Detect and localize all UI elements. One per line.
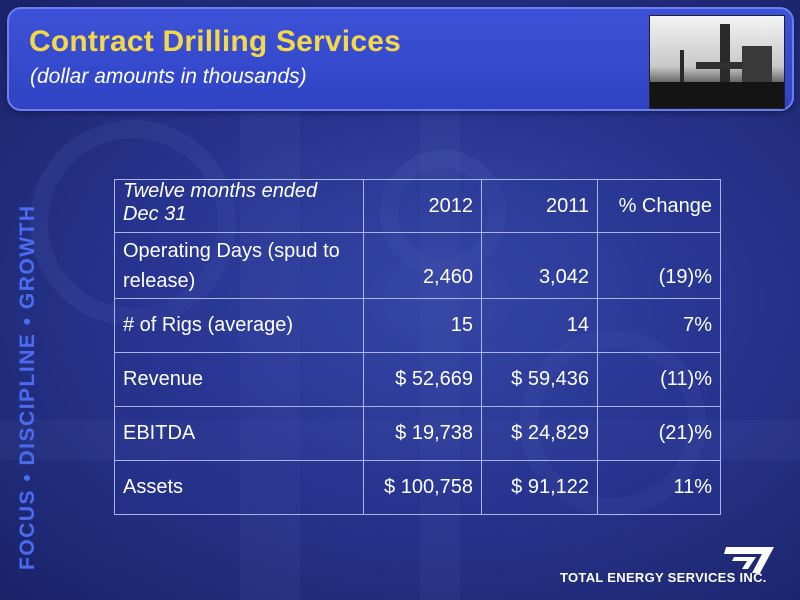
table-header-row: Twelve months ended Dec 31 2012 2011 % C… bbox=[114, 179, 721, 233]
cell-2011: 3,042 bbox=[481, 232, 598, 299]
cell-2012: 2,460 bbox=[363, 232, 482, 299]
slide-header: Contract Drilling Services (dollar amoun… bbox=[7, 7, 794, 111]
cell-change: (19)% bbox=[597, 232, 721, 299]
company-name: TOTAL ENERGY SERVICES INC. bbox=[560, 570, 767, 585]
column-header-2012: 2012 bbox=[363, 179, 482, 233]
total-energy-logo-icon bbox=[724, 547, 774, 573]
table-row: Assets $ 100,758 $ 91,122 11% bbox=[114, 460, 721, 515]
cell-2012: $ 100,758 bbox=[363, 460, 482, 515]
table-row: Revenue $ 52,669 $ 59,436 (11)% bbox=[114, 352, 721, 407]
cell-2011: $ 91,122 bbox=[481, 460, 598, 515]
cell-2011: 14 bbox=[481, 298, 598, 353]
cell-change: (11)% bbox=[597, 352, 721, 407]
slide-subtitle: (dollar amounts in thousands) bbox=[30, 65, 307, 88]
side-tagline: FOCUS • DISCIPLINE • GROWTH bbox=[16, 204, 39, 570]
cell-change: 7% bbox=[597, 298, 721, 353]
row-label: # of Rigs (average) bbox=[114, 298, 364, 353]
cell-2012: $ 19,738 bbox=[363, 406, 482, 461]
cell-change: (21)% bbox=[597, 406, 721, 461]
table-caption: Twelve months ended Dec 31 bbox=[114, 179, 364, 233]
row-label: Revenue bbox=[114, 352, 364, 407]
cell-2012: $ 52,669 bbox=[363, 352, 482, 407]
row-label: EBITDA bbox=[114, 406, 364, 461]
cell-change: 11% bbox=[597, 460, 721, 515]
row-label: Assets bbox=[114, 460, 364, 515]
cell-2011: $ 24,829 bbox=[481, 406, 598, 461]
financial-table: Twelve months ended Dec 31 2012 2011 % C… bbox=[114, 179, 721, 515]
table-row: # of Rigs (average) 15 14 7% bbox=[114, 298, 721, 353]
column-header-2011: 2011 bbox=[481, 179, 598, 233]
slide-title: Contract Drilling Services bbox=[29, 25, 401, 58]
table-row: Operating Days (spud to release) 2,460 3… bbox=[114, 232, 721, 299]
cell-2011: $ 59,436 bbox=[481, 352, 598, 407]
column-header-change: % Change bbox=[597, 179, 721, 233]
cell-2012: 15 bbox=[363, 298, 482, 353]
row-label: Operating Days (spud to release) bbox=[114, 232, 364, 299]
table-row: EBITDA $ 19,738 $ 24,829 (21)% bbox=[114, 406, 721, 461]
drilling-rig-photo bbox=[649, 15, 785, 109]
